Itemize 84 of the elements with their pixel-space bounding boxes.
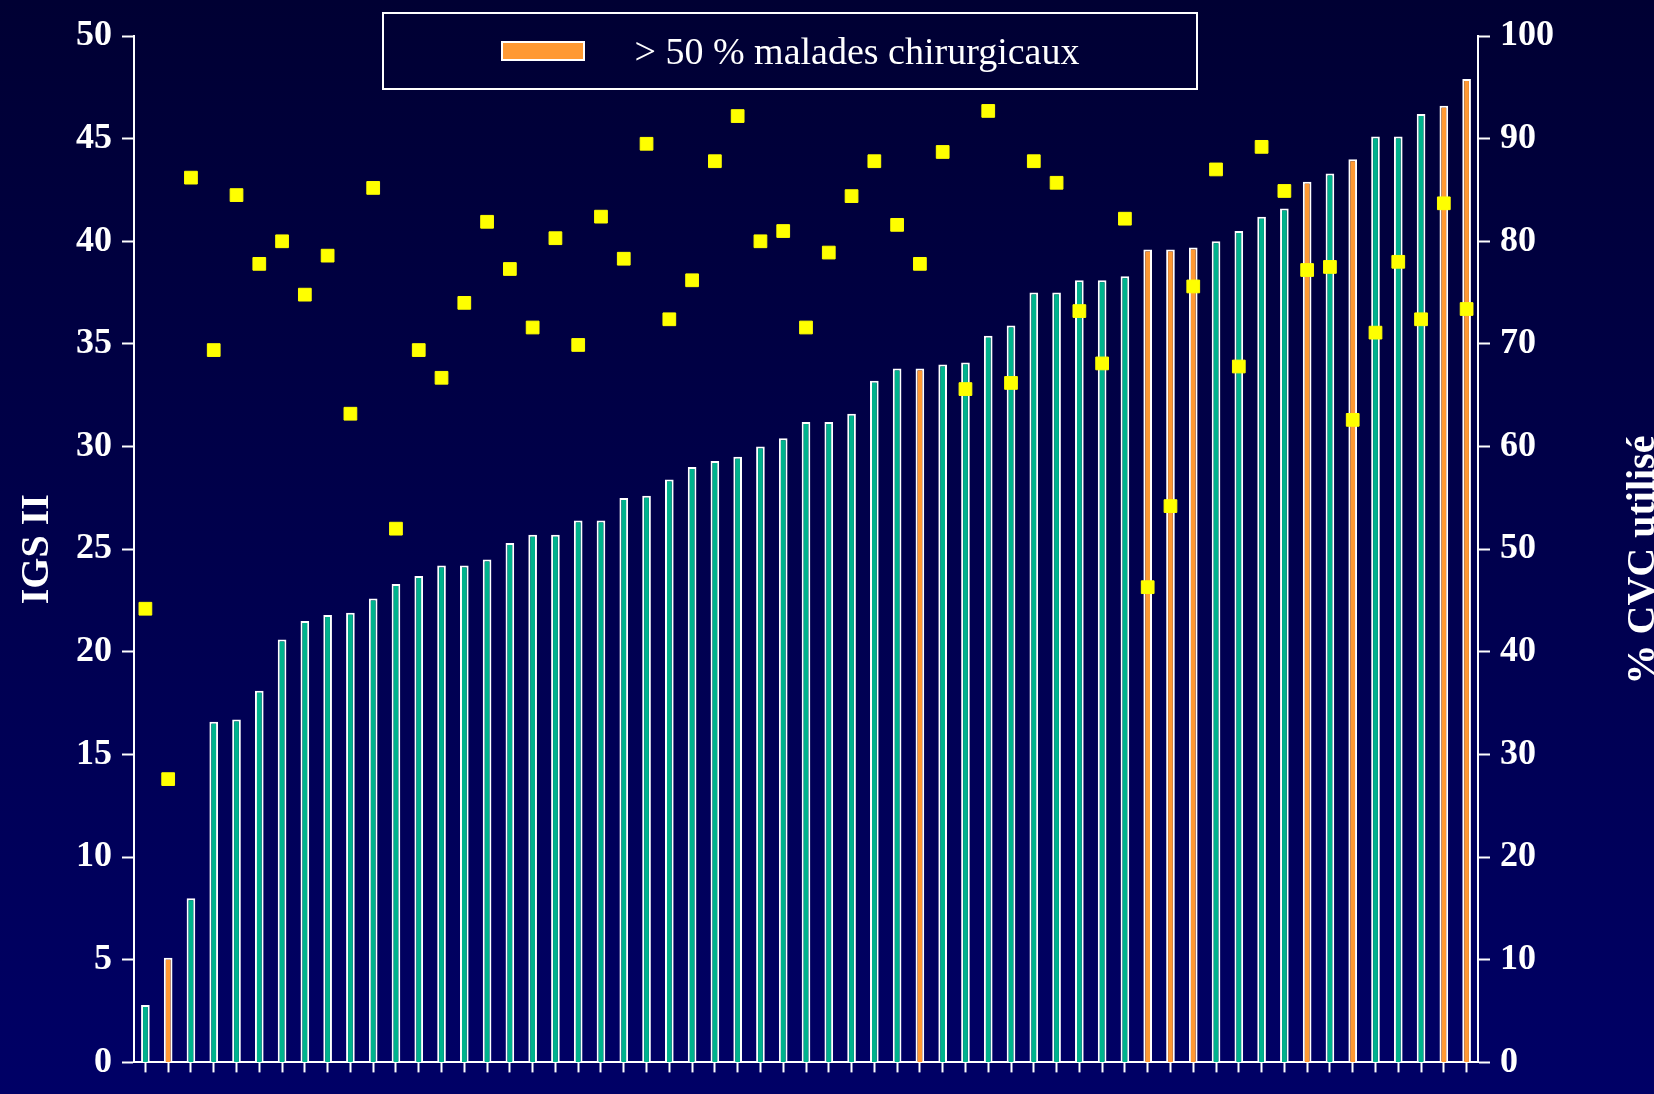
point [1095,356,1109,371]
point [1345,413,1360,427]
y-tick-label: 5 [94,937,112,978]
point [1231,359,1246,374]
y2-tick-label: 0 [1500,1039,1518,1080]
point [503,262,517,276]
y2-tick-label: 50 [1500,526,1536,567]
y-tick-label: 10 [76,834,112,875]
point [844,189,859,203]
point [1459,302,1474,316]
y-tick-label: 0 [94,1039,112,1080]
point [935,145,950,159]
point [867,154,882,169]
point [1118,211,1132,226]
point [1323,260,1337,274]
point [184,170,198,185]
y2-tick-label: 80 [1500,218,1536,259]
point [1254,139,1269,154]
point [1163,499,1178,513]
y-tick-label: 50 [76,13,112,54]
point [1414,312,1428,327]
point [525,320,540,335]
point [138,601,153,616]
point [890,217,904,232]
y2-axis-title: % CVC utilisé [1616,435,1654,685]
y-tick-label: 15 [76,731,112,772]
point [981,104,996,118]
point [389,521,403,536]
point [616,251,631,266]
point [252,257,267,271]
point [1300,263,1315,277]
y-tick-label: 35 [76,321,112,362]
y2-tick-label: 100 [1500,13,1554,54]
point [343,406,358,421]
y-tick-label: 25 [76,526,112,567]
point [708,154,722,169]
y-tick-label: 40 [76,218,112,259]
point [1140,580,1155,595]
y-tick-label: 45 [76,115,112,156]
y2-tick-label: 30 [1500,731,1536,772]
point [821,245,836,260]
point [776,224,791,238]
y2-tick-label: 90 [1500,115,1536,156]
point [1277,184,1292,198]
point [1004,376,1018,390]
point [662,312,677,327]
point [161,772,176,786]
point [366,181,381,195]
y-tick-label: 20 [76,629,112,670]
point [639,136,654,151]
point [1186,279,1201,294]
point [730,109,745,123]
point [229,188,244,202]
point [685,273,699,288]
point [1391,254,1406,269]
point [1436,196,1451,211]
point [297,287,312,302]
point [434,370,449,385]
point [1049,175,1064,190]
point [457,296,472,310]
y2-tick-label: 60 [1500,423,1536,464]
y2-tick-label: 20 [1500,834,1536,875]
point [206,343,221,357]
point [275,234,289,249]
y2-tick-label: 40 [1500,629,1536,670]
point [1209,162,1223,177]
point [411,343,426,357]
point [480,214,494,229]
point [958,382,973,396]
point [799,320,813,335]
point [753,234,768,249]
legend-label: > 50 % malades chirurgicaux [634,29,1080,73]
y-axis-title: IGS II [12,494,58,605]
point [571,338,586,352]
point [320,248,335,263]
y-tick-label: 30 [76,423,112,464]
point [1072,304,1087,318]
point [548,231,563,246]
point [1026,154,1041,169]
y2-tick-label: 70 [1500,321,1536,362]
point [913,257,927,271]
point [594,209,608,224]
point [1368,325,1383,340]
y2-tick-label: 10 [1500,937,1536,978]
